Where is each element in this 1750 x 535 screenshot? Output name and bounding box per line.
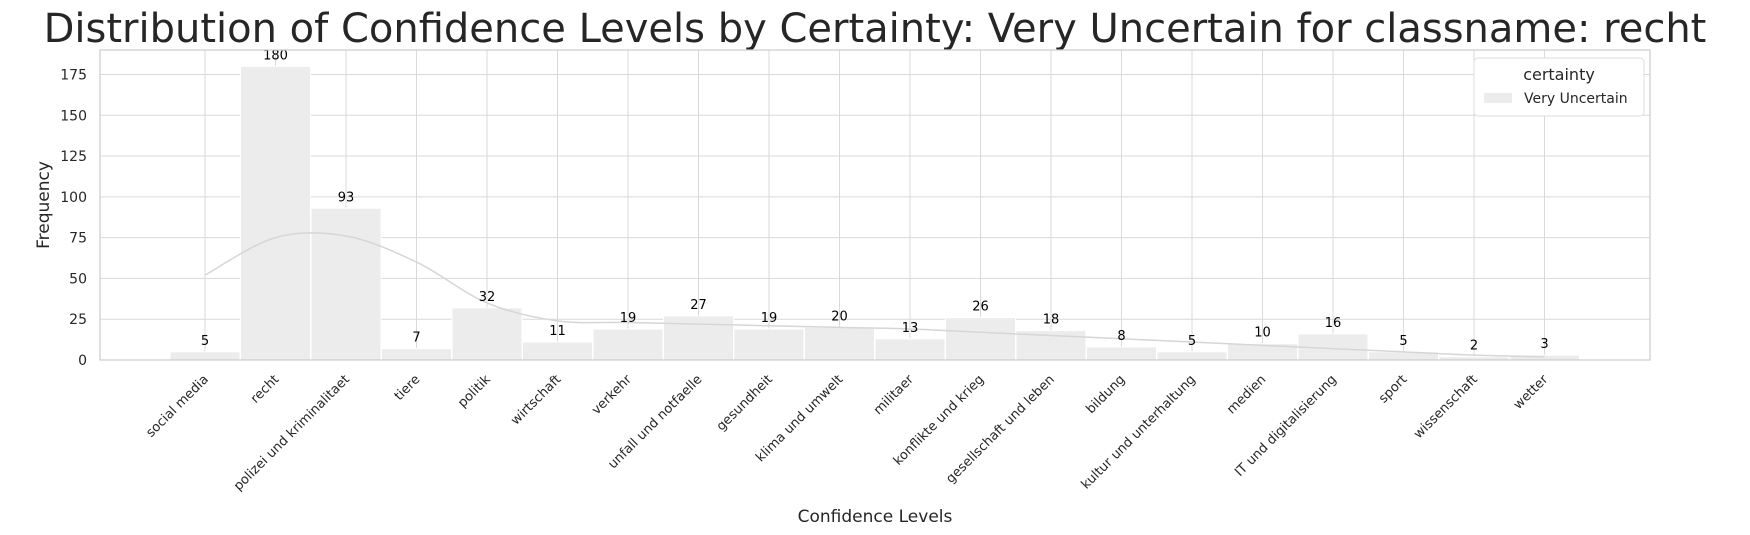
data-label: 3	[1540, 337, 1548, 352]
data-label: 10	[1254, 326, 1271, 341]
data-label: 19	[761, 311, 778, 326]
legend-swatch	[1484, 93, 1512, 103]
plot-frame	[99, 49, 1651, 361]
x-tick-label: wirtschaft	[508, 372, 564, 428]
data-label: 11	[549, 324, 566, 339]
data-label: 93	[338, 190, 355, 205]
x-tick-label: politik	[455, 372, 494, 411]
bar-gesundheit	[733, 328, 805, 361]
legend-entry-very-uncertain: Very Uncertain	[1524, 91, 1628, 107]
x-tick-label: kultur und unterhaltung	[1079, 372, 1199, 492]
bar-recht	[240, 65, 311, 361]
legend-box	[1473, 57, 1645, 117]
data-label: 5	[1399, 334, 1407, 349]
bar-bildung	[1086, 346, 1157, 361]
bar-kultur-und-unterhaltung	[1156, 351, 1228, 361]
y-tick-labels: 0 25 50 75 100 125 150 175	[60, 67, 87, 369]
legend-title: certainty	[1523, 65, 1595, 84]
y-tick-label: 150	[60, 108, 87, 124]
data-label: 26	[972, 300, 989, 315]
data-label: 8	[1117, 329, 1125, 344]
data-label: 180	[263, 48, 288, 63]
x-tick-label: sport	[1376, 372, 1410, 406]
data-label: 27	[690, 298, 707, 313]
bar-tiere	[381, 348, 452, 361]
x-tick-label: militaer	[871, 372, 917, 418]
bar-konflikte-und-krieg	[945, 317, 1016, 361]
y-axis-label: Frequency	[34, 161, 54, 249]
bar-unfall-und-notfaelle	[663, 315, 734, 361]
bar-verkehr	[592, 328, 664, 361]
bar-militaer	[874, 338, 946, 361]
bar-klima-und-umwelt	[804, 326, 875, 361]
x-tick-label: wetter	[1511, 372, 1552, 413]
y-tick-label: 175	[60, 67, 87, 83]
bars	[169, 65, 1580, 361]
bar-social-media	[169, 351, 241, 361]
chart-title: Distribution of Confidence Levels by Cer…	[44, 6, 1707, 52]
y-tick-label: 75	[69, 231, 87, 247]
data-label: 5	[201, 334, 209, 349]
data-label: 18	[1043, 313, 1060, 328]
data-label: 19	[620, 311, 637, 326]
x-tick-label: tiere	[392, 372, 424, 404]
bar-wirtschaft	[522, 341, 593, 361]
kde-line	[204, 232, 1545, 358]
data-label: 5	[1188, 334, 1196, 349]
bar-polizei-und-kriminalitaet	[310, 207, 382, 361]
y-tick-label: 125	[60, 149, 87, 165]
data-labels: 5 180 93 7 32 11 19 27 19 20 13 26 18 8 5 10 16 5 2 3	[201, 48, 1549, 353]
y-tick-label: 50	[69, 271, 87, 287]
x-tick-label: medien	[1224, 372, 1269, 417]
x-tick-label: gesundheit	[714, 372, 776, 434]
data-label: 2	[1470, 339, 1478, 354]
y-tick-label: 25	[69, 312, 87, 328]
bar-politik	[451, 307, 523, 361]
data-label: 16	[1325, 316, 1342, 331]
x-tick-label: verkehr	[589, 372, 635, 418]
x-tick-label: bildung	[1083, 372, 1128, 417]
x-tick-label: recht	[248, 372, 282, 406]
data-label: 32	[479, 290, 496, 305]
x-tick-label: polizei und kriminalitaet	[231, 372, 353, 494]
data-label: 7	[412, 331, 420, 346]
legend: certainty Very Uncertain	[1473, 57, 1645, 117]
y-tick-label: 0	[78, 353, 87, 369]
y-tick-label: 100	[60, 190, 87, 206]
x-tick-label: wissenschaft	[1411, 372, 1481, 442]
data-label: 13	[902, 321, 919, 336]
x-axis-label: Confidence Levels	[798, 507, 953, 527]
data-label: 20	[831, 309, 848, 324]
x-tick-label: social media	[143, 372, 211, 440]
